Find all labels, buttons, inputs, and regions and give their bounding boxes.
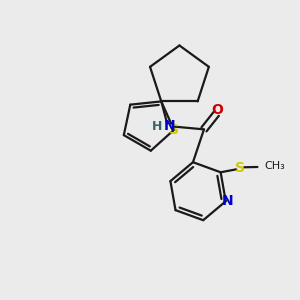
Text: CH₃: CH₃ (265, 161, 286, 171)
Text: S: S (169, 123, 179, 137)
Text: O: O (211, 103, 223, 117)
Text: S: S (235, 161, 245, 175)
Text: N: N (221, 194, 233, 208)
Text: H: H (152, 120, 163, 133)
Text: N: N (164, 119, 175, 134)
